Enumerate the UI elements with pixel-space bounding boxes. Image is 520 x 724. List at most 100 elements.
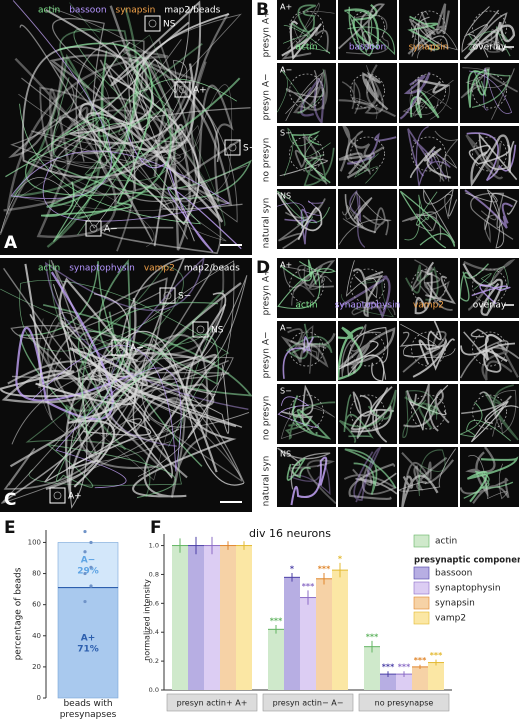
neurite — [405, 264, 439, 301]
bar — [172, 545, 188, 690]
neurite — [291, 264, 324, 306]
neurite — [28, 334, 162, 469]
y-tick-label: 0 — [37, 694, 41, 702]
neurite — [338, 64, 396, 118]
roi-label: NS — [211, 326, 224, 336]
neurites — [465, 132, 518, 186]
bar — [332, 570, 348, 690]
neurites — [280, 323, 336, 379]
x-tick-label: no presynapse — [375, 699, 434, 708]
neurite — [280, 404, 336, 440]
bead-outline — [289, 268, 324, 304]
y-tick-label: 0.4 — [149, 628, 159, 636]
significance: *** — [430, 651, 443, 660]
roi-label: S− — [178, 292, 191, 302]
neurite — [470, 134, 511, 186]
neurite — [11, 359, 230, 403]
neurites — [460, 384, 519, 443]
neurite — [411, 266, 453, 311]
neurite — [3, 259, 215, 431]
channel-label: synapsin — [116, 6, 156, 16]
roi-label: NS — [163, 20, 176, 30]
bead-outline — [289, 394, 324, 430]
bead-outline — [472, 10, 507, 46]
neurite — [282, 265, 332, 288]
neurite — [425, 275, 456, 305]
neurite — [280, 332, 336, 363]
bead-outline — [472, 136, 507, 172]
neurite — [52, 28, 121, 158]
roi-box — [49, 487, 66, 504]
neurite — [401, 452, 432, 480]
replicate-point — [89, 584, 93, 588]
neurite — [401, 211, 442, 241]
channel-label: bassoon — [69, 6, 106, 16]
neurites — [281, 2, 335, 60]
row-label: presyn A+ — [262, 10, 272, 57]
neurite — [416, 79, 451, 105]
neurite — [470, 192, 514, 240]
neurite — [279, 259, 317, 285]
row-label: natural syn — [262, 198, 272, 249]
neurite — [290, 130, 331, 184]
neurite — [468, 455, 508, 500]
bead-outline — [411, 73, 446, 109]
neurite — [351, 305, 396, 316]
neurite — [352, 387, 389, 439]
bead — [148, 19, 157, 28]
bead-outline — [289, 331, 324, 367]
neurites — [399, 189, 458, 249]
segment-value: 29% — [77, 567, 99, 577]
neurite — [40, 42, 153, 217]
neurite — [400, 323, 456, 359]
neurite — [112, 6, 195, 242]
neurite — [344, 194, 377, 234]
y-axis-label: normalized intensity — [143, 579, 152, 661]
bead-outline — [411, 394, 446, 430]
row-tag: A− — [280, 66, 292, 75]
neurite — [283, 127, 331, 176]
neurite — [46, 383, 177, 499]
y-tick-label: 0.2 — [149, 657, 159, 665]
neurite — [134, 334, 209, 498]
bead-outline — [350, 10, 385, 46]
neurite — [282, 336, 315, 379]
neurite — [301, 325, 321, 374]
neurites — [399, 71, 454, 120]
neurite — [286, 323, 333, 360]
channel-label: synaptophysin — [69, 264, 135, 274]
bar — [364, 646, 380, 690]
x-tick-label: beads with presynapses — [59, 699, 117, 720]
neurite — [293, 69, 328, 114]
neurite — [465, 134, 504, 180]
neurites — [338, 64, 396, 120]
micrograph — [460, 189, 519, 249]
neurite — [347, 10, 395, 56]
neurite — [3, 258, 185, 503]
neurite — [362, 71, 389, 111]
row-label: no presyn — [262, 138, 272, 183]
neurite — [408, 11, 436, 52]
roi-label: S− — [243, 144, 256, 154]
neurites — [338, 386, 397, 444]
bar — [268, 629, 284, 690]
neurites — [460, 67, 519, 120]
neurite — [355, 472, 397, 495]
neurites — [407, 126, 458, 186]
neurite — [403, 388, 450, 428]
y-tick-label: 60 — [32, 601, 41, 609]
neurite — [352, 268, 384, 317]
neurite — [0, 61, 207, 236]
replicate-point — [83, 599, 87, 604]
channel-label: vamp2 — [144, 264, 175, 274]
significance: *** — [414, 656, 427, 665]
column-label: actin — [295, 301, 317, 311]
channel-label: actin — [38, 264, 60, 274]
neurite — [466, 9, 508, 52]
row-tag: NS — [280, 450, 291, 459]
column-label: bassoon — [349, 43, 386, 53]
neurite — [463, 470, 514, 499]
row-tag: S− — [280, 387, 292, 396]
bead-outline — [472, 73, 507, 109]
neurite — [483, 384, 519, 441]
